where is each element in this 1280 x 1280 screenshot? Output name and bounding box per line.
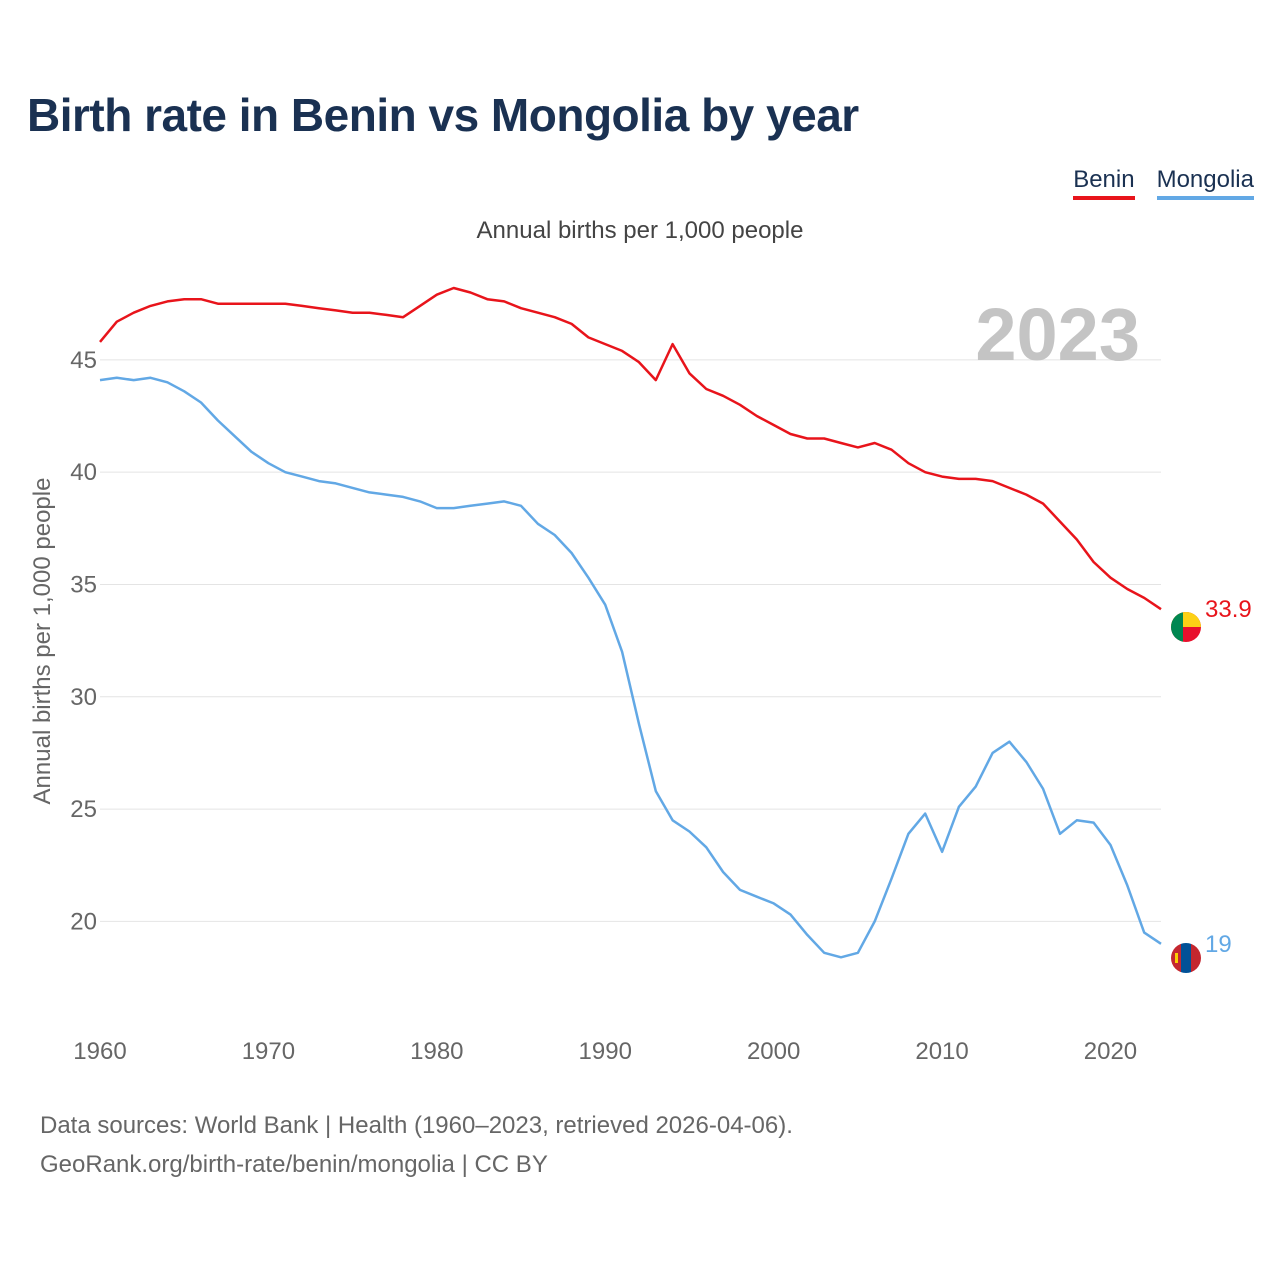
legend-item-mongolia[interactable]: Mongolia xyxy=(1156,166,1254,200)
series-line-benin xyxy=(99,286,1162,611)
y-tick-label: 40 xyxy=(70,459,97,486)
x-tick-label: 2000 xyxy=(747,1038,800,1065)
y-tick-label: 25 xyxy=(70,796,97,823)
year-watermark: 2023 xyxy=(975,293,1140,376)
footer-sources: Data sources: World Bank | Health (1960–… xyxy=(40,1112,793,1139)
y-tick-label: 20 xyxy=(70,908,97,935)
y-axis-label: Annual births per 1,000 people xyxy=(29,478,56,805)
chart-title: Birth rate in Benin vs Mongolia by year xyxy=(27,89,859,141)
chart-subtitle: Annual births per 1,000 people xyxy=(476,217,804,244)
x-tick-label: 2020 xyxy=(1084,1038,1137,1065)
series-line-mongolia xyxy=(99,376,1162,959)
benin-flag-icon xyxy=(1171,612,1201,642)
legend: Benin Mongolia xyxy=(1073,166,1254,200)
x-tick-label: 1980 xyxy=(410,1038,463,1065)
end-label-benin: 33.9 xyxy=(1205,596,1252,623)
x-tick-label: 2010 xyxy=(915,1038,968,1065)
x-tick-label: 1960 xyxy=(73,1038,126,1065)
end-label-mongolia: 19 xyxy=(1205,931,1232,958)
mongolia-flag-icon xyxy=(1171,943,1201,973)
x-tick-label: 1970 xyxy=(242,1038,295,1065)
y-tick-label: 45 xyxy=(70,347,97,374)
y-tick-label: 35 xyxy=(70,571,97,598)
legend-item-benin[interactable]: Benin xyxy=(1073,166,1135,200)
y-tick-label: 30 xyxy=(70,684,97,711)
x-tick-label: 1990 xyxy=(579,1038,632,1065)
line-chart: 2023 33.9 19 20 25 30 35 40 45 1960 1970 1980 1990… xyxy=(29,286,1252,1065)
footer: Data sources: World Bank | Health (1960–… xyxy=(40,1106,793,1184)
footer-link[interactable]: GeoRank.org/birth-rate/benin/mongolia | … xyxy=(40,1151,548,1178)
